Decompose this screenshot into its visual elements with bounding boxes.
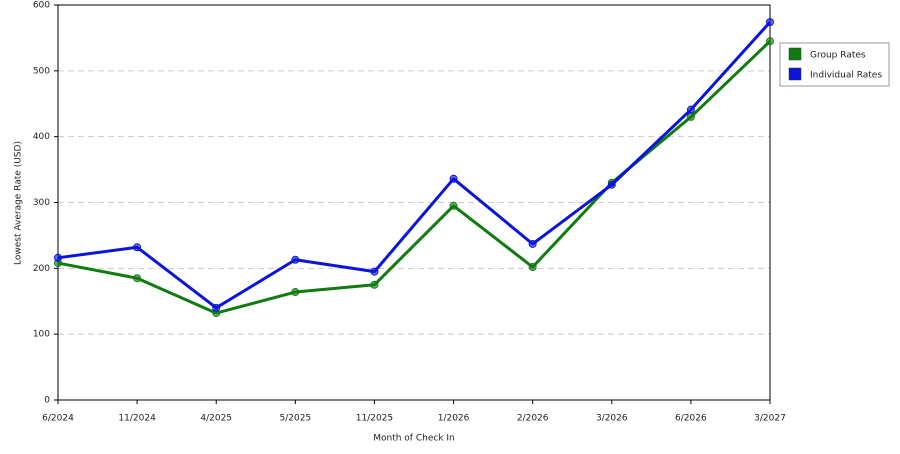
point bbox=[212, 303, 221, 312]
point bbox=[133, 243, 142, 252]
x-axis-label: Month of Check In bbox=[373, 434, 455, 444]
y-tick-label: 500 bbox=[33, 66, 50, 76]
x-tick-label: 11/2024 bbox=[118, 414, 156, 424]
point bbox=[607, 180, 616, 189]
point bbox=[370, 267, 379, 276]
legend-label: Individual Rates bbox=[810, 71, 882, 81]
point bbox=[686, 112, 695, 121]
point bbox=[449, 174, 458, 183]
point bbox=[528, 263, 537, 272]
point bbox=[291, 255, 300, 264]
x-tick-label: 6/2024 bbox=[42, 414, 74, 424]
x-tick-label: 4/2025 bbox=[200, 414, 232, 424]
y-tick-label: 600 bbox=[33, 1, 50, 11]
point bbox=[528, 239, 537, 248]
x-tick-label: 11/2025 bbox=[356, 414, 393, 424]
legend-label: Group Rates bbox=[810, 51, 866, 61]
x-tick-label: 3/2027 bbox=[754, 414, 786, 424]
point bbox=[449, 201, 458, 210]
point bbox=[370, 280, 379, 289]
y-tick-label: 200 bbox=[33, 264, 50, 274]
point bbox=[133, 274, 142, 283]
x-tick-label: 3/2026 bbox=[596, 414, 628, 424]
y-tick-label: 0 bbox=[44, 396, 50, 406]
point bbox=[766, 37, 774, 46]
series-line bbox=[57, 40, 772, 315]
legend-swatch bbox=[788, 67, 802, 81]
y-tick-label: 300 bbox=[33, 198, 50, 208]
point bbox=[291, 288, 300, 297]
point bbox=[54, 253, 62, 262]
point bbox=[686, 105, 695, 114]
series-line bbox=[57, 21, 772, 310]
point bbox=[766, 18, 774, 27]
y-tick-label: 400 bbox=[33, 132, 50, 142]
plot-frame bbox=[57, 4, 771, 401]
y-axis-label: Lowest Average Rate (USD) bbox=[14, 141, 24, 265]
y-tick-label: 100 bbox=[33, 330, 50, 340]
x-tick-label: 6/2026 bbox=[675, 414, 707, 424]
legend-swatch bbox=[788, 47, 802, 61]
x-tick-label: 5/2025 bbox=[279, 414, 311, 424]
x-tick-label: 2/2026 bbox=[517, 414, 549, 424]
x-tick-label: 1/2026 bbox=[438, 414, 470, 424]
